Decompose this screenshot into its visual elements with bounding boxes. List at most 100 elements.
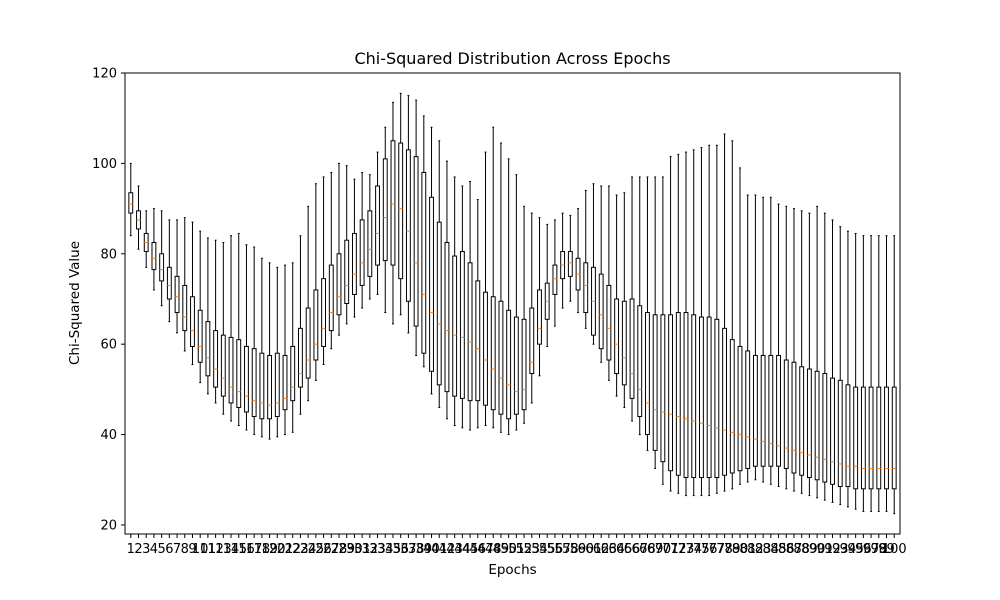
x-tick-label: 92	[824, 542, 841, 557]
x-tick-label: 93	[832, 542, 849, 557]
box-iqr	[783, 359, 789, 469]
x-tick-label: 86	[778, 542, 795, 557]
x-tick-label: 28	[331, 542, 348, 557]
box-iqr	[228, 336, 234, 404]
box-iqr	[351, 232, 357, 295]
x-tick-label: 66	[624, 542, 641, 557]
box-iqr	[375, 185, 380, 266]
x-tick-label: 83	[755, 542, 772, 557]
box-iqr	[606, 284, 612, 361]
y-tick-label: 100	[92, 157, 117, 172]
box-iqr	[629, 298, 635, 399]
box-iqr	[853, 386, 859, 490]
x-tick-label: 89	[801, 542, 818, 557]
x-tick-label: 55	[539, 542, 556, 557]
box-iqr	[328, 264, 334, 332]
box-iqr	[490, 296, 496, 411]
x-tick-label: 25	[308, 542, 325, 557]
box-iqr	[174, 275, 180, 314]
x-tick-label: 96	[855, 542, 872, 557]
x-tick-label: 65	[616, 542, 633, 557]
x-tick-label: 99	[878, 542, 895, 557]
x-tick-label: 23	[292, 542, 309, 557]
y-tick-label: 60	[100, 338, 117, 353]
x-tick-label: 72	[670, 542, 687, 557]
x-tick-label: 81	[739, 542, 756, 557]
x-tick-label: 84	[763, 542, 780, 557]
x-tick-label: 38	[408, 542, 425, 557]
box-iqr	[745, 350, 751, 469]
x-tick-label: 64	[608, 542, 625, 557]
x-tick-label: 16	[238, 542, 255, 557]
x-tick-label: 30	[346, 542, 363, 557]
box-iqr	[614, 298, 620, 375]
x-tick-label: 46	[470, 542, 487, 557]
x-tick-label: 11	[200, 542, 217, 557]
x-tick-label: 52	[516, 542, 533, 557]
x-tick-label: 78	[716, 542, 733, 557]
x-tick-label: 26	[315, 542, 332, 557]
box-iqr	[282, 354, 288, 411]
box-iqr	[444, 241, 450, 393]
x-tick-label: 74	[685, 542, 702, 557]
box-iqr	[452, 255, 458, 397]
box-iqr	[166, 266, 172, 300]
x-tick-label: 56	[547, 542, 564, 557]
x-tick-label: 31	[354, 542, 371, 557]
box-iqr	[598, 273, 604, 350]
y-tick-label: 120	[92, 67, 117, 82]
box-iqr	[251, 348, 257, 417]
x-tick-label: 50	[500, 542, 517, 557]
box-iqr	[498, 300, 504, 415]
x-tick-label: 62	[593, 542, 610, 557]
x-tick-label: 88	[793, 542, 810, 557]
x-tick-label: 70	[655, 542, 672, 557]
box-iqr	[321, 278, 326, 347]
x-tick-label: 98	[871, 542, 888, 557]
x-tick-label: 63	[601, 542, 618, 557]
box-iqr	[298, 327, 303, 388]
box-iqr	[529, 307, 535, 375]
box-iqr	[359, 219, 365, 286]
x-tick-label: 76	[701, 542, 718, 557]
box-iqr	[706, 316, 712, 479]
x-tick-label: 94	[840, 542, 857, 557]
x-tick-label: 17	[246, 542, 263, 557]
x-tick-label: 42	[439, 542, 456, 557]
box-iqr	[267, 354, 273, 420]
box-iqr	[336, 253, 342, 316]
x-tick-label: 3	[142, 542, 150, 557]
x-tick-label: 82	[747, 542, 764, 557]
box-iqr	[521, 318, 527, 411]
x-tick-label: 2	[134, 542, 142, 557]
box-iqr	[652, 314, 658, 451]
box-iqr	[868, 386, 874, 490]
box-iqr	[429, 196, 434, 372]
x-tick-label: 54	[531, 542, 548, 557]
x-tick-label: 29	[338, 542, 355, 557]
box-iqr	[205, 321, 211, 377]
box-iqr	[421, 171, 427, 354]
box-iqr	[236, 339, 242, 408]
box-iqr	[382, 158, 388, 262]
box-iqr	[637, 305, 643, 417]
box-iqr	[213, 330, 219, 388]
x-tick-label: 97	[863, 542, 880, 557]
x-tick-label: 22	[284, 542, 301, 557]
box-iqr	[714, 318, 720, 479]
box-iqr	[691, 314, 697, 479]
box-iqr	[159, 253, 165, 282]
box-iqr	[467, 262, 473, 402]
box-iqr	[220, 334, 226, 397]
box-iqr	[290, 345, 296, 402]
x-tick-label: 80	[732, 542, 749, 557]
x-tick-label: 58	[562, 542, 579, 557]
box-iqr	[182, 284, 188, 332]
box-iqr	[668, 314, 674, 472]
x-tick-label: 57	[554, 542, 571, 557]
x-tick-label: 7	[173, 542, 181, 557]
box-iqr	[190, 296, 195, 347]
x-tick-label: 9	[188, 542, 196, 557]
